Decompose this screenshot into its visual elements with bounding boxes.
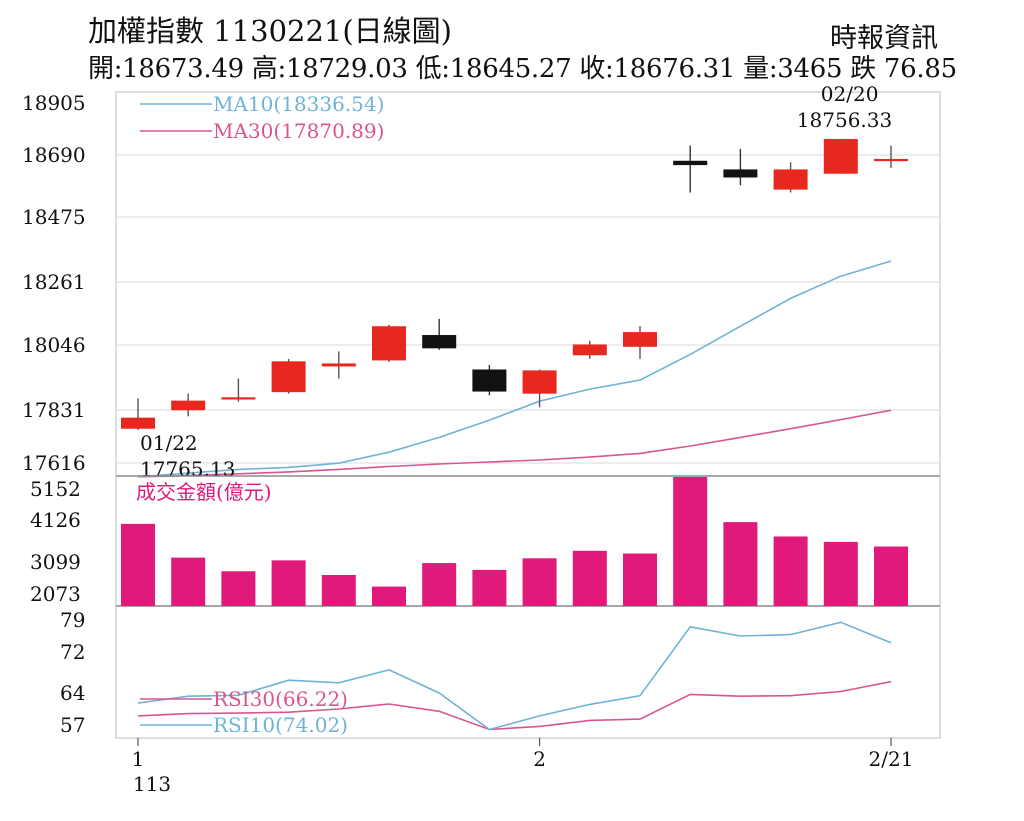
volume-bar — [271, 560, 306, 606]
volume-bar — [372, 586, 406, 606]
low-value-label: 17765.13 — [140, 457, 235, 481]
low-date-label: 01/22 — [140, 431, 198, 455]
volume-bar — [171, 557, 206, 606]
candle-body — [522, 370, 557, 394]
high-value-label: 18756.33 — [797, 108, 892, 132]
x-tick-label: 2/21 — [869, 747, 914, 771]
rsi30-line — [137, 680, 892, 731]
price-tick-label: 18261 — [22, 270, 86, 294]
volume-tick-label: 4126 — [30, 508, 81, 532]
volume-bar — [773, 536, 808, 606]
x-tick-label: 1 — [132, 747, 145, 771]
high-date-label: 02/20 — [821, 82, 879, 106]
source-label: 時報資訊 — [830, 23, 938, 54]
candle-body — [422, 335, 457, 349]
legend-label-rsi30: RSI30(66.22) — [213, 687, 348, 711]
candle-body — [121, 417, 155, 429]
ma10-line — [137, 260, 892, 478]
volume-bar — [823, 541, 858, 606]
candle-body — [171, 400, 206, 411]
price-tick-label: 18475 — [22, 205, 86, 229]
price-tick-label: 18905 — [22, 91, 86, 115]
ma30-line — [137, 409, 892, 478]
volume-bar — [874, 546, 908, 606]
candle-body — [472, 369, 507, 392]
volume-bar — [623, 553, 657, 606]
price-tick-label: 18046 — [22, 333, 86, 357]
x-tick-label: 2 — [533, 747, 546, 771]
legend-label-rsi10: RSI10(74.02) — [213, 713, 348, 737]
x-tick-sublabel: 113 — [133, 772, 171, 796]
ohlc-summary: 開:18673.49 高:18729.03 低:18645.27 收:18676… — [88, 54, 957, 84]
volume-panel-label: 成交金額(億元) — [136, 480, 272, 504]
price-tick-label: 17616 — [22, 451, 86, 475]
volume-bar — [723, 522, 758, 606]
volume-bar — [422, 563, 457, 606]
candle-body — [271, 361, 306, 393]
candle-body — [823, 138, 858, 174]
price-tick-label: 18690 — [22, 143, 86, 167]
volume-bar — [121, 523, 155, 606]
candle-body — [372, 326, 406, 361]
candle-body — [874, 158, 908, 162]
rsi-tick-label: 64 — [60, 681, 85, 705]
candle-body — [572, 344, 607, 356]
volume-tick-label: 5152 — [30, 477, 81, 501]
candle-body — [623, 332, 657, 347]
volume-tick-label: 2073 — [30, 582, 81, 606]
rsi10-line — [137, 621, 892, 731]
volume-bar — [522, 558, 557, 606]
volume-bar — [572, 550, 607, 606]
candle-body — [321, 363, 356, 367]
candle-body — [773, 169, 808, 190]
volume-tick-label: 3099 — [30, 550, 81, 574]
legend-label-ma30: MA30(17870.89) — [213, 119, 384, 143]
rsi-tick-label: 79 — [60, 608, 85, 632]
price-tick-label: 17831 — [22, 398, 86, 422]
rsi-tick-label: 72 — [60, 640, 85, 664]
volume-bar — [673, 477, 708, 606]
chart-title: 加權指數 1130221(日線圖) — [88, 14, 453, 48]
plot-frame — [115, 91, 941, 739]
rsi-tick-label: 57 — [60, 713, 85, 737]
candle-body — [221, 397, 256, 400]
volume-bar — [221, 571, 256, 606]
candle-body — [723, 169, 758, 178]
legend-label-ma10: MA10(18336.54) — [213, 92, 384, 116]
candle-body — [673, 160, 708, 166]
volume-bar — [321, 575, 356, 606]
volume-bar — [472, 569, 507, 606]
